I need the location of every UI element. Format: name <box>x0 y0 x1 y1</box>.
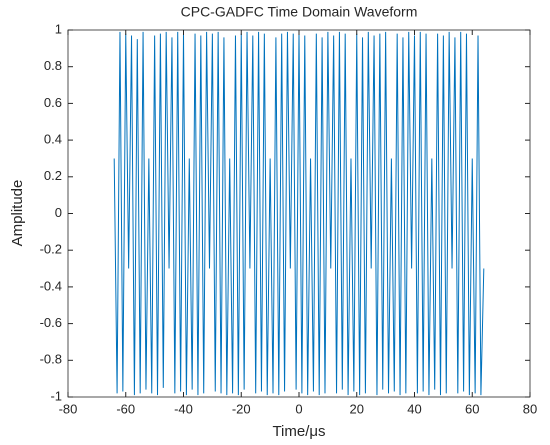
y-tick-label: -0.8 <box>40 352 62 367</box>
x-tick-label: -20 <box>232 401 251 416</box>
x-axis-label: Time/μs <box>272 423 325 440</box>
y-tick-label: 0 <box>55 205 62 220</box>
x-tick-label: 20 <box>350 401 364 416</box>
x-tick-label: 80 <box>523 401 537 416</box>
x-tick-label: 40 <box>407 401 421 416</box>
y-tick-label: -0.6 <box>40 315 62 330</box>
y-tick-label: 0.6 <box>44 95 62 110</box>
x-tick-label: -60 <box>116 401 135 416</box>
y-tick-label: -0.2 <box>40 242 62 257</box>
chart-title: CPC-GADFC Time Domain Waveform <box>181 4 418 20</box>
y-axis-label: Amplitude <box>9 180 26 247</box>
x-tick-label: -40 <box>174 401 193 416</box>
y-tick-label: 0.8 <box>44 58 62 73</box>
x-tick-label: 0 <box>295 401 302 416</box>
waveform-line <box>113 31 485 396</box>
y-tick-label: 0.2 <box>44 168 62 183</box>
y-tick-label: -1 <box>50 388 62 403</box>
y-tick-label: 0.4 <box>44 132 62 147</box>
y-tick-label: -0.4 <box>40 278 62 293</box>
x-tick-label: 60 <box>465 401 479 416</box>
x-tick-label: -80 <box>59 401 78 416</box>
y-tick-label: 1 <box>55 21 62 36</box>
